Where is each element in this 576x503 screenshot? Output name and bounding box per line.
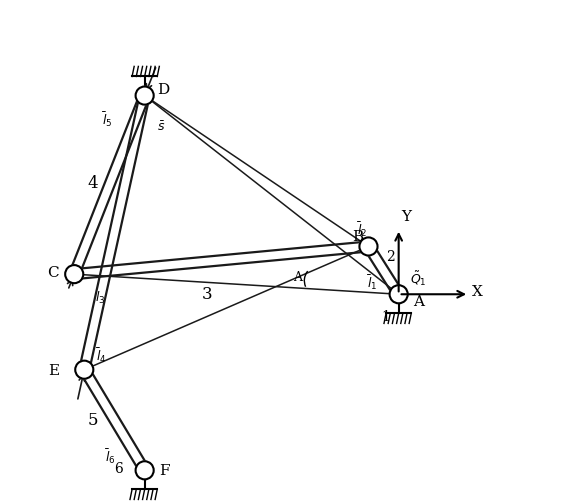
Text: 5: 5 bbox=[88, 411, 98, 429]
Text: $\bar{l}_1$: $\bar{l}_1$ bbox=[367, 274, 378, 293]
Text: A: A bbox=[414, 295, 425, 309]
Circle shape bbox=[135, 461, 154, 479]
Text: E: E bbox=[48, 364, 60, 378]
Text: 6: 6 bbox=[114, 462, 123, 476]
Text: X: X bbox=[472, 285, 483, 299]
Circle shape bbox=[389, 285, 408, 303]
Text: 2: 2 bbox=[386, 249, 395, 264]
Text: B: B bbox=[352, 230, 363, 244]
Text: $l_3$: $l_3$ bbox=[95, 290, 105, 306]
Text: $\bar{l}_5$: $\bar{l}_5$ bbox=[101, 110, 112, 129]
Text: $\bar{l}_4$: $\bar{l}_4$ bbox=[96, 347, 106, 366]
Text: $\bar{s}$: $\bar{s}$ bbox=[157, 120, 165, 133]
Text: F: F bbox=[160, 464, 170, 478]
Text: $\bar{l}_6$: $\bar{l}_6$ bbox=[105, 447, 116, 466]
Text: $\tilde{Q}_1$: $\tilde{Q}_1$ bbox=[411, 270, 427, 288]
Circle shape bbox=[135, 87, 154, 105]
Text: Y: Y bbox=[401, 210, 412, 224]
Text: C: C bbox=[47, 266, 59, 280]
Circle shape bbox=[359, 237, 377, 256]
Text: 1: 1 bbox=[381, 310, 390, 324]
Circle shape bbox=[65, 265, 84, 283]
Text: $\bar{l}_2$: $\bar{l}_2$ bbox=[357, 220, 367, 239]
Text: D: D bbox=[158, 82, 170, 97]
Text: 3: 3 bbox=[202, 286, 213, 303]
Text: A: A bbox=[294, 271, 302, 284]
Circle shape bbox=[75, 361, 93, 379]
Text: 4: 4 bbox=[88, 175, 98, 192]
